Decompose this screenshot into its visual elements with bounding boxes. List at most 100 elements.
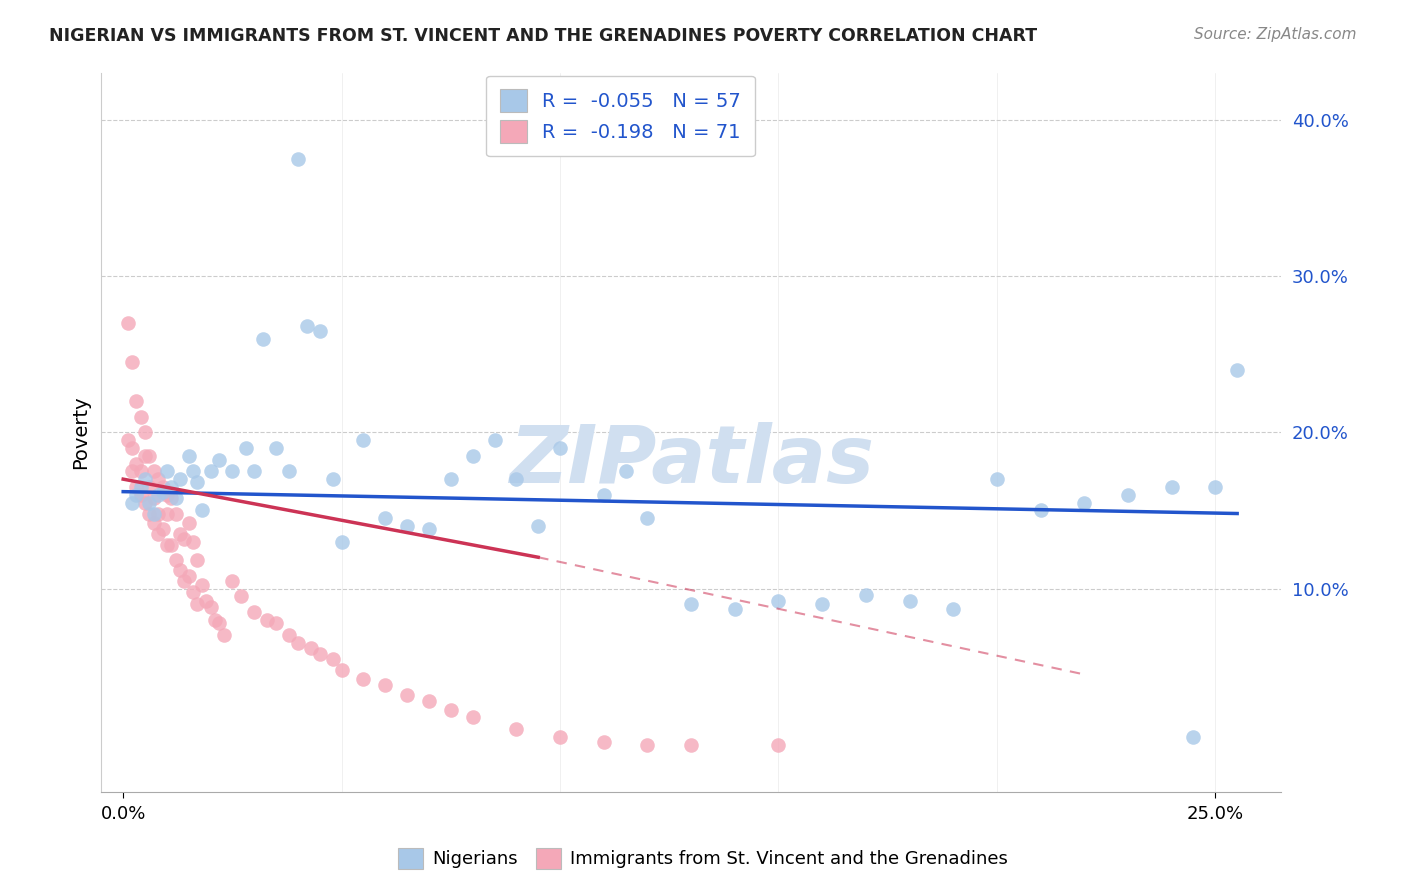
Point (142, 464, 165, 478)
Point (152, 480, 174, 494)
Point (636, 511, 658, 525)
Point (1226, 363, 1249, 377)
Point (121, 355, 143, 369)
Point (160, 538, 183, 552)
Point (156, 488, 179, 502)
Point (181, 464, 204, 478)
Legend: Nigerians, Immigrants from St. Vincent and the Grenadines: Nigerians, Immigrants from St. Vincent a… (391, 840, 1015, 876)
Point (134, 425, 156, 440)
Point (278, 464, 301, 478)
Y-axis label: Poverty: Poverty (72, 395, 90, 469)
Point (177, 516, 200, 530)
Point (121, 464, 143, 478)
Point (146, 488, 169, 502)
Point (1029, 503, 1052, 517)
Point (138, 449, 160, 463)
Point (134, 495, 156, 509)
Point (278, 628, 301, 642)
Point (1182, 730, 1205, 744)
Point (186, 553, 208, 567)
Point (169, 472, 191, 486)
Legend: R =  -0.055   N = 57, R =  -0.198   N = 71: R = -0.055 N = 57, R = -0.198 N = 71 (486, 76, 755, 156)
Point (156, 464, 179, 478)
Point (117, 433, 139, 447)
Point (396, 688, 419, 702)
Point (353, 672, 375, 686)
Point (146, 507, 169, 521)
Point (125, 480, 148, 494)
Point (138, 480, 160, 494)
Point (191, 578, 214, 592)
Point (768, 738, 790, 752)
Point (125, 394, 148, 409)
Point (146, 472, 169, 486)
Point (177, 449, 200, 463)
Point (129, 480, 152, 494)
Point (1116, 488, 1139, 502)
Point (125, 457, 148, 471)
Point (121, 441, 143, 455)
Text: ZIPatlas: ZIPatlas (509, 422, 873, 500)
Point (243, 605, 266, 619)
Point (191, 503, 214, 517)
Point (204, 613, 226, 627)
Point (156, 507, 179, 521)
Point (440, 703, 463, 717)
Point (374, 511, 396, 525)
Point (484, 433, 506, 447)
Point (142, 491, 165, 505)
Point (173, 574, 195, 588)
Point (592, 734, 614, 748)
Text: NIGERIAN VS IMMIGRANTS FROM ST. VINCENT AND THE GRENADINES POVERTY CORRELATION C: NIGERIAN VS IMMIGRANTS FROM ST. VINCENT … (49, 27, 1038, 45)
Point (200, 464, 222, 478)
Point (322, 652, 344, 666)
Point (152, 484, 174, 499)
Point (396, 519, 419, 533)
Point (681, 738, 703, 752)
Point (195, 594, 218, 608)
Point (208, 615, 231, 630)
Point (942, 602, 965, 616)
Point (855, 588, 877, 602)
Point (142, 516, 165, 530)
Point (418, 694, 440, 708)
Point (299, 640, 322, 655)
Point (256, 613, 278, 627)
Point (160, 480, 183, 494)
Point (548, 730, 571, 744)
Point (527, 519, 550, 533)
Point (724, 602, 747, 616)
Point (1073, 495, 1095, 509)
Point (129, 409, 152, 424)
Point (160, 491, 183, 505)
Point (186, 597, 208, 611)
Point (264, 615, 287, 630)
Point (440, 472, 463, 486)
Point (548, 441, 571, 455)
Point (177, 569, 200, 583)
Point (181, 584, 204, 599)
Point (243, 464, 266, 478)
Point (138, 507, 160, 521)
Point (287, 636, 309, 650)
Point (287, 152, 309, 166)
Point (374, 678, 396, 692)
Point (152, 522, 174, 536)
Point (330, 663, 353, 677)
Point (146, 526, 169, 541)
Point (181, 534, 204, 549)
Point (592, 488, 614, 502)
Point (768, 594, 790, 608)
Point (614, 464, 637, 478)
Point (1204, 480, 1226, 494)
Point (156, 538, 179, 552)
Point (117, 316, 139, 330)
Point (231, 590, 253, 604)
Point (505, 472, 527, 486)
Point (165, 553, 187, 567)
Point (208, 453, 231, 467)
Point (418, 522, 440, 536)
Point (138, 495, 160, 509)
Point (681, 597, 703, 611)
Point (121, 495, 143, 509)
